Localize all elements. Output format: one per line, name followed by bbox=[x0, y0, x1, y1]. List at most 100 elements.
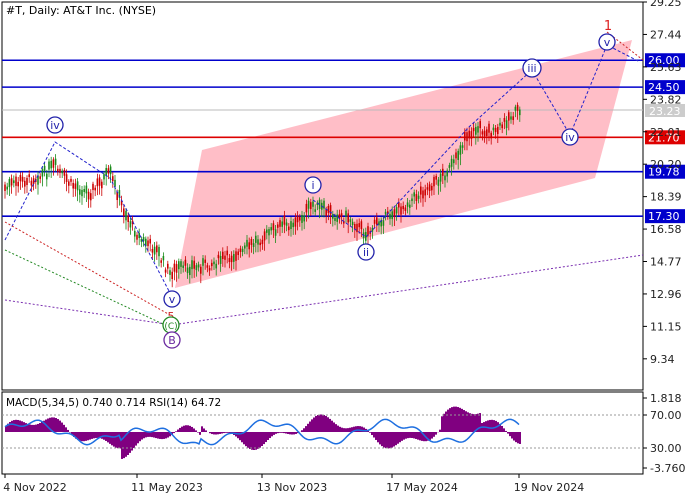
candle-body bbox=[50, 160, 52, 169]
macd-bar bbox=[25, 423, 27, 432]
wave-label-v-right: v bbox=[598, 33, 616, 51]
candle-body bbox=[184, 259, 187, 266]
macd-bar bbox=[305, 426, 307, 432]
candle-body bbox=[450, 158, 453, 167]
candle-body bbox=[26, 177, 28, 186]
macd-bar bbox=[59, 420, 61, 432]
candle-body bbox=[213, 261, 215, 265]
candle-body bbox=[351, 221, 354, 226]
macd-bar bbox=[121, 432, 123, 459]
candle-body bbox=[365, 231, 367, 241]
candle-body bbox=[356, 223, 358, 233]
macd-bar bbox=[5, 425, 7, 432]
macd-bar bbox=[475, 414, 477, 432]
macd-bar bbox=[317, 414, 319, 432]
macd-bar bbox=[33, 424, 35, 432]
macd-bar bbox=[131, 432, 133, 451]
wave-label-1: 1 bbox=[604, 19, 612, 34]
macd-bar bbox=[157, 432, 159, 439]
macd-bar bbox=[187, 425, 189, 432]
macd-bar bbox=[155, 432, 157, 439]
candle-body bbox=[125, 210, 127, 221]
candle-body bbox=[426, 187, 429, 190]
macd-bar bbox=[465, 411, 467, 432]
macd-bar bbox=[457, 407, 459, 432]
macd-bar bbox=[513, 432, 515, 441]
macd-bar bbox=[27, 423, 29, 432]
macd-bar bbox=[255, 432, 257, 450]
macd-bar bbox=[13, 420, 15, 432]
macd-bar bbox=[289, 432, 291, 435]
macd-bar bbox=[357, 426, 359, 432]
macd-bar bbox=[71, 432, 73, 435]
macd-bar bbox=[137, 432, 139, 444]
candle-body bbox=[281, 221, 283, 227]
macd-bar bbox=[169, 432, 171, 437]
macd-bar bbox=[195, 430, 197, 432]
macd-bar bbox=[201, 426, 203, 432]
macd-bar bbox=[43, 420, 45, 432]
candle-body bbox=[244, 245, 246, 249]
candle-body bbox=[486, 129, 488, 137]
macd-bar bbox=[459, 407, 461, 432]
candle-body bbox=[112, 176, 114, 182]
wave-path-left bbox=[4, 141, 171, 294]
candle-body bbox=[19, 174, 22, 182]
candle-body bbox=[162, 256, 165, 261]
candle-body bbox=[63, 169, 66, 176]
macd-bar bbox=[15, 419, 17, 432]
candle-body bbox=[136, 234, 138, 240]
candle-body bbox=[283, 215, 286, 225]
macd-bar bbox=[335, 424, 337, 432]
macd-bar bbox=[251, 432, 253, 450]
candle-body bbox=[334, 217, 336, 221]
macd-bar bbox=[49, 417, 51, 432]
candle-body bbox=[391, 211, 393, 220]
candle-body bbox=[208, 268, 211, 271]
macd-bar bbox=[7, 423, 9, 432]
macd-bar bbox=[273, 432, 275, 435]
candle-body bbox=[72, 182, 74, 189]
macd-bar bbox=[191, 426, 193, 432]
candle-body bbox=[270, 227, 272, 231]
candle-body bbox=[6, 186, 8, 190]
macd-bar bbox=[381, 432, 383, 447]
candle-body bbox=[107, 168, 110, 174]
macd-bar bbox=[263, 432, 265, 445]
candle-body bbox=[160, 260, 162, 263]
macd-bar bbox=[107, 432, 109, 443]
candle-body bbox=[457, 150, 459, 160]
indicator-tick-label: 1.818 bbox=[650, 392, 682, 405]
candle-body bbox=[261, 239, 264, 245]
macd-bar bbox=[85, 432, 87, 441]
macd-bar bbox=[275, 432, 277, 434]
indicator-tick-label: 30.00 bbox=[650, 442, 682, 455]
macd-bar bbox=[247, 432, 249, 448]
candle-body bbox=[120, 200, 123, 206]
candle-body bbox=[74, 183, 77, 189]
macd-bar bbox=[23, 422, 25, 432]
candle-body bbox=[105, 167, 107, 176]
candle-body bbox=[193, 260, 195, 269]
macd-bar bbox=[9, 422, 11, 432]
candle-body bbox=[305, 203, 308, 213]
candle-body bbox=[446, 170, 448, 177]
macd-bar bbox=[327, 417, 329, 432]
macd-bar bbox=[451, 407, 453, 432]
macd-bar bbox=[55, 418, 57, 432]
candle-body bbox=[228, 258, 231, 262]
macd-bar bbox=[237, 432, 239, 439]
indicator-histogram bbox=[2, 406, 643, 459]
macd-bar bbox=[129, 432, 131, 453]
macd-bar bbox=[321, 414, 323, 432]
candle-body bbox=[422, 190, 424, 199]
macd-bar bbox=[379, 432, 381, 445]
candle-body bbox=[455, 152, 457, 159]
candle-body bbox=[217, 254, 220, 259]
candle-body bbox=[169, 270, 171, 275]
candle-body bbox=[246, 239, 248, 247]
macd-bar bbox=[505, 430, 507, 432]
macd-bar bbox=[285, 432, 287, 434]
candle-body bbox=[464, 131, 466, 141]
macd-bar bbox=[199, 432, 201, 435]
